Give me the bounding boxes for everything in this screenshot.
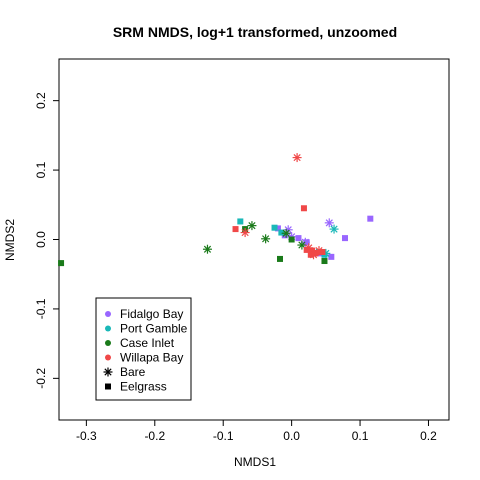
eelgrass-point [232, 226, 239, 233]
y-tick-label: -0.2 [34, 368, 48, 389]
bare-point [281, 228, 291, 238]
legend-label: Eelgrass [120, 380, 167, 394]
eelgrass-point [300, 205, 307, 212]
eelgrass-point [367, 215, 374, 222]
y-tick-label: -0.1 [34, 298, 48, 319]
legend-box [95, 297, 192, 401]
y-tick-label: 0.1 [34, 161, 48, 178]
legend-label: Bare [120, 365, 146, 379]
eelgrass-point [295, 235, 302, 242]
eelgrass-point [237, 218, 244, 225]
x-tick-label: -0.1 [213, 429, 234, 443]
bare-point [304, 243, 314, 253]
legend-asterisk [103, 367, 113, 377]
eelgrass-point [271, 224, 278, 231]
bare-point [292, 153, 302, 163]
bare-point [202, 244, 212, 254]
y-axis: -0.2 -0.1 0.0 0.1 0.2 [34, 92, 60, 389]
legend-label: Willapa Bay [120, 351, 183, 365]
x-axis-label: NMDS1 [234, 455, 276, 469]
legend-label: Port Gamble [120, 322, 188, 336]
x-axis: -0.3 -0.2 -0.1 0.0 0.1 0.2 [76, 419, 437, 443]
bare-point [261, 234, 271, 244]
bare-point [314, 246, 324, 256]
bare-point [329, 224, 339, 234]
x-tick-label: 0.1 [352, 429, 369, 443]
eelgrass-point [58, 260, 65, 267]
eelgrass-point [288, 236, 295, 243]
y-tick-label: 0.0 [34, 231, 48, 248]
y-axis-label: NMDS2 [3, 219, 17, 261]
eelgrass-point [321, 258, 328, 265]
legend-square [105, 383, 111, 390]
legend-dot [105, 311, 111, 317]
legend-dot [105, 354, 111, 361]
legend-label: Case Inlet [120, 336, 175, 350]
x-tick-label: 0.0 [283, 429, 300, 443]
y-tick-label: 0.2 [34, 92, 48, 109]
bare-point [247, 221, 257, 231]
eelgrass-point [278, 229, 285, 236]
eelgrass-point [274, 225, 281, 232]
legend-dot [105, 340, 111, 346]
bare-point [324, 218, 334, 228]
x-tick-label: -0.2 [144, 429, 165, 443]
chart-title: SRM NMDS, log+1 transformed, unzoomed [113, 24, 397, 40]
legend-label: Fidalgo Bay [120, 307, 183, 321]
eelgrass-point [342, 235, 348, 242]
data-points [58, 153, 374, 267]
bare-point [240, 228, 250, 238]
eelgrass-point [319, 248, 326, 255]
x-tick-label: 0.2 [420, 429, 437, 443]
bare-point [309, 250, 319, 260]
x-tick-label: -0.3 [76, 429, 97, 443]
legend-dot [105, 325, 111, 332]
eelgrass-point [277, 255, 283, 262]
eelgrass-point [328, 253, 335, 260]
